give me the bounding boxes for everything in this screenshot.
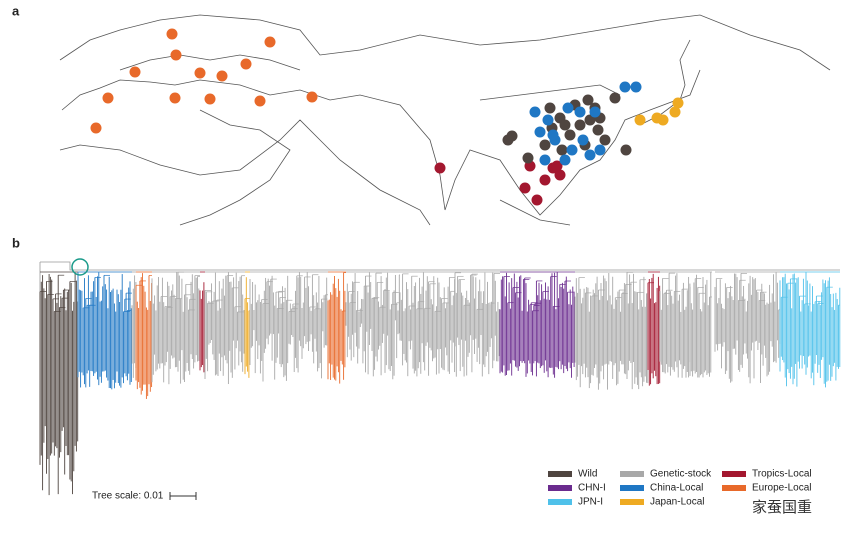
map-point: [544, 102, 556, 114]
legend-label: CHN-I: [578, 483, 606, 494]
map-point: [539, 139, 551, 151]
map-point: [169, 92, 181, 104]
map-point: [264, 36, 276, 48]
scale-bar: [169, 492, 197, 500]
map-point: [531, 194, 543, 206]
tree-scale: Tree scale: 0.01: [92, 491, 164, 502]
map-point: [577, 134, 589, 146]
map-point: [529, 106, 541, 118]
watermark: 家蚕国重: [752, 499, 812, 516]
legend-label: Europe-Local: [752, 483, 811, 494]
map-point: [254, 95, 266, 107]
map-point: [542, 114, 554, 126]
map-point: [589, 106, 601, 118]
map-point: [584, 114, 596, 126]
legend-label: Tropics-Local: [752, 469, 812, 480]
map-point: [630, 81, 642, 93]
map-point: [559, 154, 571, 166]
legend-swatch: [722, 471, 746, 477]
legend-swatch: [620, 499, 644, 505]
map-point: [574, 106, 586, 118]
map-point: [599, 134, 611, 146]
map-point: [574, 119, 586, 131]
map-point: [522, 152, 534, 164]
map-point: [582, 94, 594, 106]
legend-swatch: [722, 485, 746, 491]
legend-swatch: [620, 485, 644, 491]
map-point: [240, 58, 252, 70]
map-point: [534, 126, 546, 138]
legend-label: Japan-Local: [650, 497, 704, 508]
map-point: [204, 93, 216, 105]
map-point: [634, 114, 646, 126]
map-point: [669, 106, 681, 118]
highlight-circle: [71, 258, 89, 276]
map-point: [539, 154, 551, 166]
panel-label: b: [12, 235, 20, 250]
map-point: [556, 144, 568, 156]
legend-swatch: [620, 471, 644, 477]
legend: Wild CHN-I JPN-I Genetic-stock China-Local Ja…: [548, 469, 812, 508]
map-point: [554, 169, 566, 181]
map-point: [564, 129, 576, 141]
legend-swatch: [548, 499, 572, 505]
map-point: [502, 134, 514, 146]
map-point: [562, 102, 574, 114]
map-point: [194, 67, 206, 79]
map-point: [609, 92, 621, 104]
map-point: [619, 81, 631, 93]
map-point: [566, 144, 578, 156]
map-point: [129, 66, 141, 78]
map-point: [102, 92, 114, 104]
phylogenetic-tree: [39, 261, 841, 496]
map-point: [672, 97, 684, 109]
map-point: [170, 49, 182, 61]
map-point: [559, 119, 571, 131]
map-point: [539, 174, 551, 186]
map-point: [306, 91, 318, 103]
map-point: [216, 70, 228, 82]
map-point: [592, 124, 604, 136]
map: [59, 14, 831, 226]
map-point: [594, 144, 606, 156]
legend-swatch: [548, 471, 572, 477]
map-point: [90, 122, 102, 134]
map-point: [547, 129, 559, 141]
legend-label: JPN-I: [578, 497, 603, 508]
map-point: [657, 114, 669, 126]
map-point: [620, 144, 632, 156]
map-point: [166, 28, 178, 40]
map-points: [90, 28, 684, 206]
map-point: [551, 160, 563, 172]
legend-label: Wild: [578, 469, 597, 480]
legend-swatch: [548, 485, 572, 491]
map-point: [584, 149, 596, 161]
map-point: [434, 162, 446, 174]
map-point: [519, 182, 531, 194]
legend-label: Genetic-stock: [650, 469, 712, 480]
legend-label: China-Local: [650, 483, 703, 494]
panel-label: a: [12, 3, 20, 18]
